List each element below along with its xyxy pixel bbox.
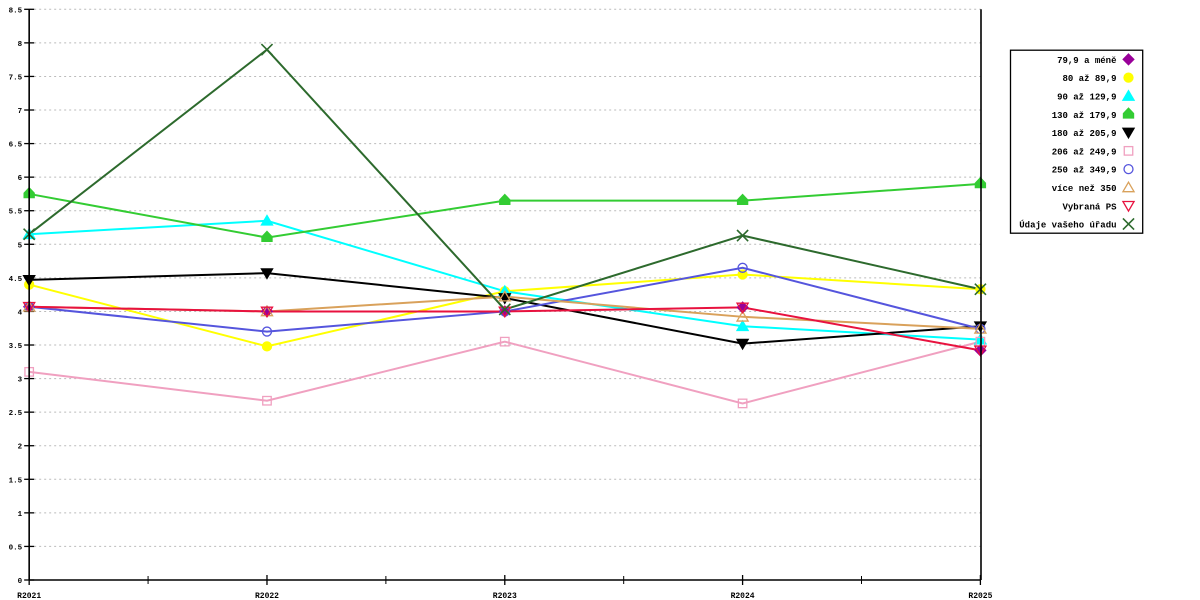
svg-text:80 až 89,9: 80 až 89,9 <box>1062 74 1116 84</box>
svg-text:více než 350: více než 350 <box>1052 184 1117 194</box>
svg-text:79,9 a méně: 79,9 a méně <box>1057 56 1116 66</box>
svg-text:130 až 179,9: 130 až 179,9 <box>1052 111 1117 121</box>
svg-text:250 až 349,9: 250 až 349,9 <box>1052 166 1117 176</box>
svg-text:6: 6 <box>18 175 23 183</box>
svg-text:5.5: 5.5 <box>9 209 23 217</box>
svg-text:Údaje vašeho úřadu: Údaje vašeho úřadu <box>1019 220 1116 231</box>
svg-text:3.5: 3.5 <box>9 343 23 351</box>
svg-text:R2021: R2021 <box>17 592 41 600</box>
svg-text:90 až 129,9: 90 až 129,9 <box>1057 92 1116 102</box>
svg-text:8.5: 8.5 <box>9 7 23 15</box>
svg-text:R2022: R2022 <box>255 592 279 600</box>
svg-text:4: 4 <box>18 309 23 317</box>
svg-text:7: 7 <box>18 108 23 116</box>
svg-text:7.5: 7.5 <box>9 74 23 82</box>
svg-text:1: 1 <box>18 511 23 519</box>
svg-text:8: 8 <box>18 41 23 49</box>
svg-text:0.5: 0.5 <box>9 544 23 552</box>
svg-text:2.5: 2.5 <box>9 410 23 418</box>
svg-text:R2023: R2023 <box>493 592 517 600</box>
svg-text:180 až 205,9: 180 až 205,9 <box>1052 129 1117 139</box>
svg-text:Vybraná PS: Vybraná PS <box>1062 202 1117 212</box>
svg-text:R2025: R2025 <box>968 592 992 600</box>
svg-text:3: 3 <box>18 377 23 385</box>
svg-text:6.5: 6.5 <box>9 142 23 150</box>
svg-text:4.5: 4.5 <box>9 276 23 284</box>
svg-text:2: 2 <box>18 444 23 452</box>
svg-text:206 až 249,9: 206 až 249,9 <box>1052 147 1117 157</box>
svg-text:5: 5 <box>18 242 23 250</box>
svg-text:0: 0 <box>18 578 23 586</box>
svg-text:R2024: R2024 <box>731 592 755 600</box>
svg-text:1.5: 1.5 <box>9 477 23 485</box>
